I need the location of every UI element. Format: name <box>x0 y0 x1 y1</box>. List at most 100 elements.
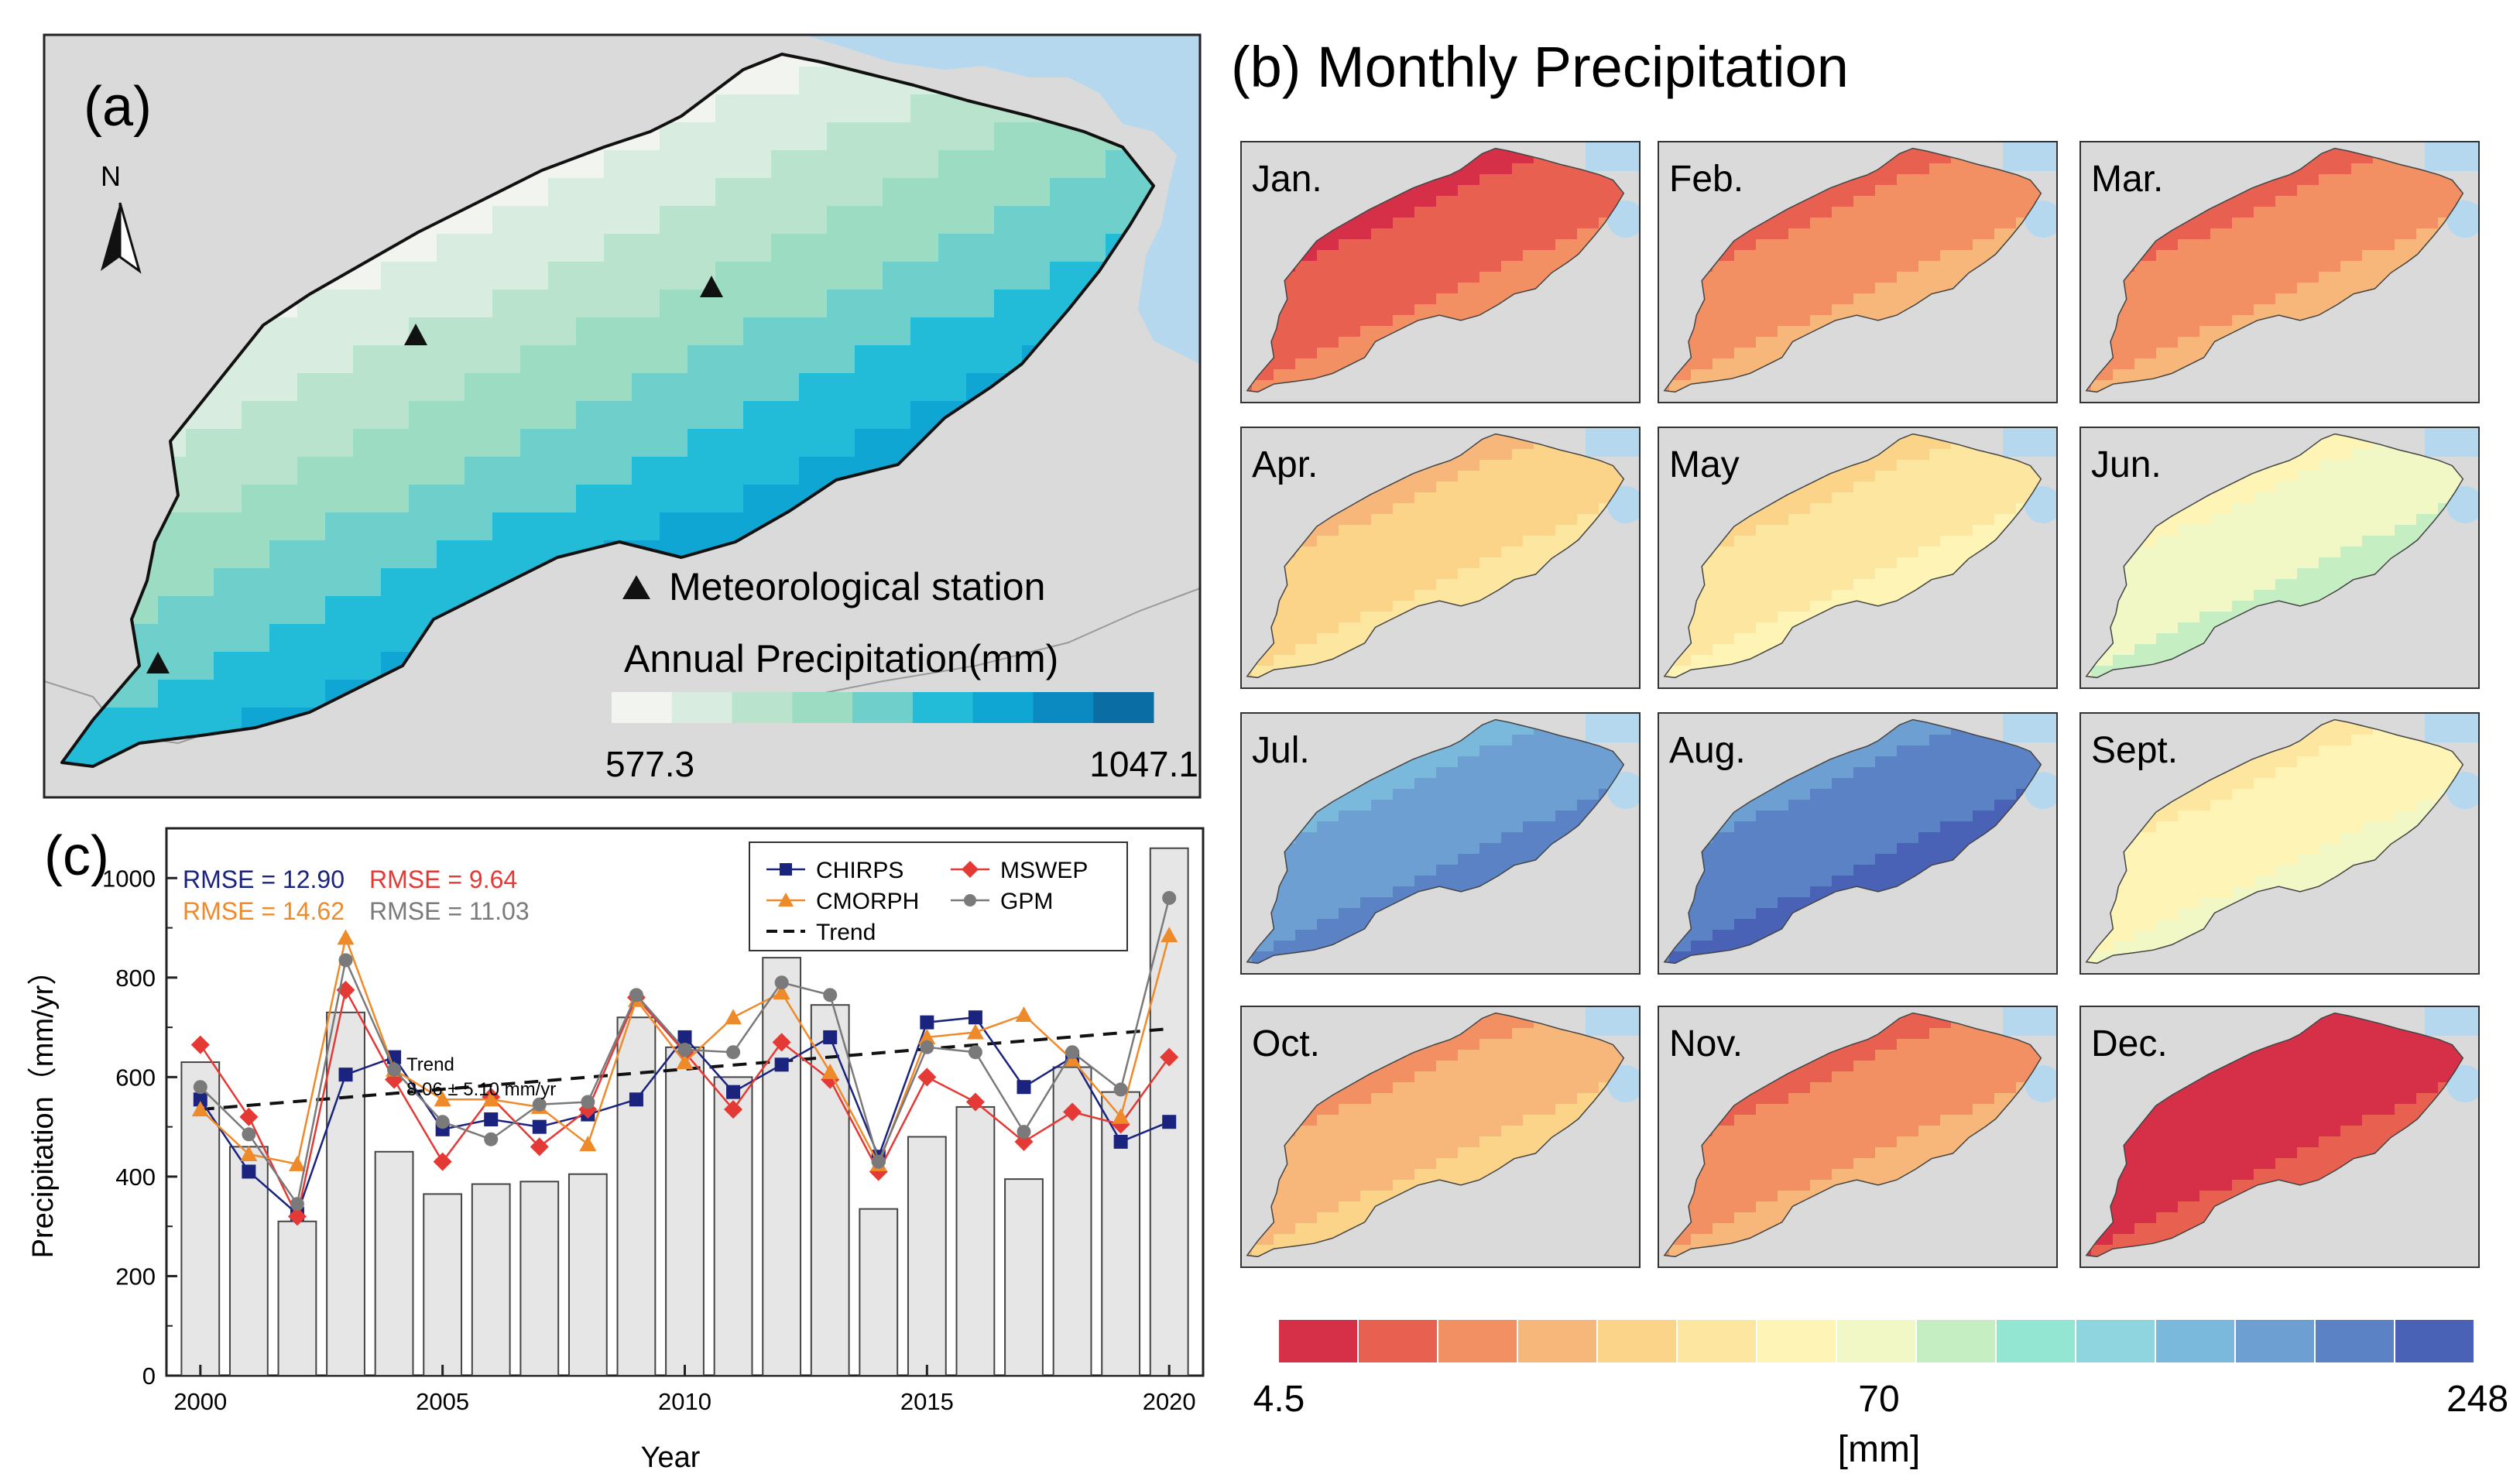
data-point <box>677 1043 692 1057</box>
y-tick-label: 0 <box>142 1362 156 1390</box>
sea-area <box>805 35 1200 364</box>
data-point <box>966 1023 984 1040</box>
data-point <box>724 1100 743 1119</box>
legend-item-mswep: MSWEP <box>951 858 1088 883</box>
panel-a-label: (a) <box>84 76 152 138</box>
month-map: Nov. <box>1658 1006 2058 1268</box>
series-chirps <box>193 1010 1177 1222</box>
sea-patch <box>2025 772 2057 809</box>
observed-bar <box>374 1150 414 1376</box>
north-arrow-icon <box>101 202 142 274</box>
month-label: Jun. <box>2091 444 2162 485</box>
colorbar-swatch <box>1438 1320 1517 1362</box>
month-map-frame <box>1658 1006 2058 1268</box>
observed-bar <box>326 1011 365 1376</box>
data-point <box>726 1085 741 1099</box>
month-label: Jan. <box>1252 159 1322 200</box>
colorscale-bar <box>612 692 1154 723</box>
panel-c-chart: (c) 0 200 400 600 800 1000 2000 2005 2010 2015 202… <box>27 825 1205 1474</box>
data-point <box>1014 1132 1034 1151</box>
colorbar-swatch <box>2076 1320 2155 1362</box>
observed-bar <box>519 1181 560 1376</box>
data-point <box>1113 1134 1128 1149</box>
station-marker <box>404 324 427 345</box>
trend-annotation-label: Trend <box>406 1054 454 1075</box>
observed-bar <box>567 1173 608 1376</box>
data-point <box>193 1080 207 1095</box>
axes: 0 200 400 600 800 1000 2000 2005 2010 2015 2020 <box>102 828 1196 1415</box>
y-tick-label: 1000 <box>102 865 156 892</box>
data-point <box>920 1040 934 1054</box>
data-point <box>290 1197 304 1212</box>
legend-label: MSWEP <box>1000 858 1088 883</box>
month-map: Feb. <box>1658 141 2058 403</box>
month-label: Dec. <box>2091 1023 2168 1064</box>
panel-a-map: (a) N Meteorological station Annual Prec… <box>43 33 1202 799</box>
month-map-frame <box>2079 141 2480 403</box>
observed-bar <box>228 1146 269 1376</box>
month-label: Jul. <box>1252 730 1310 771</box>
sea-patch <box>1607 200 1640 238</box>
observed-bar <box>616 1016 657 1376</box>
sea-patch <box>1607 1065 1640 1102</box>
data-point <box>823 1030 838 1044</box>
station-marker <box>146 652 170 673</box>
data-point <box>190 1035 210 1054</box>
month-map-frame <box>1240 712 1641 975</box>
colorscale-title: Annual Precipitation(mm) <box>624 637 1058 680</box>
colorscale-max-label: 1047.1 <box>1089 744 1198 784</box>
colorbar-swatch <box>2156 1320 2234 1362</box>
data-point <box>239 1107 259 1126</box>
month-map: Sept. <box>2079 712 2480 975</box>
x-tick-label: 2010 <box>658 1388 711 1415</box>
observed-bar <box>762 957 802 1376</box>
station-marker <box>700 276 723 297</box>
colorbar-unit: [mm] <box>1838 1429 1921 1470</box>
data-point <box>725 1009 742 1025</box>
north-label: N <box>101 160 121 192</box>
data-point <box>677 1030 692 1044</box>
data-point <box>434 1091 451 1107</box>
month-label: Mar. <box>2091 159 2163 200</box>
panel-a-frame <box>43 33 1202 799</box>
month-map-frame <box>1658 712 2058 975</box>
month-map: Oct. <box>1240 1006 1641 1268</box>
data-point <box>778 893 794 907</box>
colorbar-swatch <box>2236 1320 2314 1362</box>
month-label: May <box>1669 444 1740 485</box>
data-point <box>387 1062 402 1077</box>
legend-item-cmorph: CMORPH <box>766 889 919 914</box>
sea-patch <box>2025 486 2057 523</box>
colorbar-swatch <box>1598 1320 1676 1362</box>
legend-station-label: Meteorological station <box>669 565 1045 608</box>
month-label: Aug. <box>1669 730 1746 771</box>
month-map-frame <box>2079 1006 2480 1268</box>
observed-bar <box>810 1004 850 1376</box>
month-map: Dec. <box>2079 1006 2480 1268</box>
x-axis-label: Year <box>641 1441 701 1474</box>
colorbar-swatch <box>1359 1320 1437 1362</box>
sea-patch <box>1607 772 1640 809</box>
observed-bar <box>665 1046 705 1376</box>
x-tick-label: 2020 <box>1143 1388 1196 1415</box>
data-point <box>338 1068 353 1082</box>
data-point <box>1017 1080 1031 1095</box>
month-map-frame <box>1658 141 2058 403</box>
colorbar-tick-max: 248 <box>2446 1379 2508 1420</box>
month-map: May <box>1658 427 2058 689</box>
data-point <box>338 953 353 968</box>
y-axis-label: Precipitation（mm/yr） <box>27 956 60 1259</box>
x-tick-label: 2000 <box>173 1388 227 1415</box>
data-point <box>1160 1047 1179 1067</box>
colorbar-tick-mid: 70 <box>1858 1379 1899 1420</box>
data-point <box>1112 1108 1130 1124</box>
data-point <box>484 1112 499 1126</box>
data-point <box>581 1095 595 1109</box>
legend-label: Trend <box>816 920 876 945</box>
data-point <box>773 984 790 1000</box>
legend-station-icon <box>622 575 650 599</box>
observed-bar <box>1101 1091 1141 1376</box>
month-map-frame <box>1240 427 1641 689</box>
data-point <box>774 975 789 990</box>
